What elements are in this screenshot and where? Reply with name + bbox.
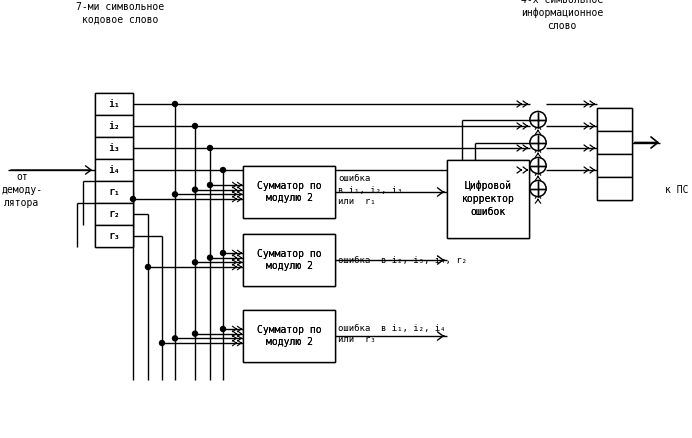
- Circle shape: [192, 331, 197, 336]
- Bar: [597, 154, 632, 177]
- Text: r₃: r₃: [108, 231, 120, 241]
- Text: Сумматор по
модулю 2: Сумматор по модулю 2: [257, 180, 321, 203]
- Text: i₃: i₃: [108, 143, 120, 153]
- Bar: [95, 93, 133, 115]
- Bar: [95, 137, 133, 159]
- Bar: [597, 154, 632, 177]
- Text: i₄: i₄: [108, 165, 120, 175]
- Circle shape: [208, 145, 212, 151]
- Circle shape: [530, 112, 546, 127]
- Text: r₃: r₃: [108, 231, 120, 241]
- Text: Сумматор по
модулю 2: Сумматор по модулю 2: [257, 249, 321, 272]
- Text: i₁: i₁: [108, 99, 120, 109]
- Circle shape: [172, 192, 178, 197]
- Text: Сумматор по
модулю 2: Сумматор по модулю 2: [257, 180, 321, 203]
- Text: ошибка  в i₂, i₃, i₄, r₂: ошибка в i₂, i₃, i₄, r₂: [338, 255, 467, 265]
- Text: r₁: r₁: [108, 187, 120, 197]
- Text: 4-х символьное
информационное
слово: 4-х символьное информационное слово: [521, 0, 603, 31]
- Bar: [95, 225, 133, 247]
- Text: i₂: i₂: [108, 121, 120, 131]
- Text: i₂: i₂: [108, 121, 120, 131]
- Circle shape: [172, 102, 178, 106]
- Bar: [447, 160, 529, 238]
- Bar: [95, 181, 133, 203]
- Text: Цифровой
корректор
ошибок: Цифровой корректор ошибок: [462, 181, 514, 217]
- Circle shape: [192, 124, 197, 128]
- Text: Сумматор по
модулю 2: Сумматор по модулю 2: [257, 325, 321, 347]
- Circle shape: [530, 158, 546, 173]
- Bar: [243, 234, 335, 286]
- Bar: [243, 166, 335, 218]
- Bar: [95, 181, 133, 203]
- Bar: [447, 160, 529, 238]
- Text: Сумматор по
модулю 2: Сумматор по модулю 2: [257, 249, 321, 272]
- Bar: [243, 310, 335, 362]
- Circle shape: [221, 326, 226, 332]
- Bar: [95, 225, 133, 247]
- Text: 7-ми символьное
кодовое слово: 7-ми символьное кодовое слово: [76, 2, 164, 25]
- Text: r₁: r₁: [108, 187, 120, 197]
- Circle shape: [172, 336, 178, 341]
- Bar: [95, 137, 133, 159]
- Bar: [597, 131, 632, 154]
- Circle shape: [208, 183, 212, 187]
- Circle shape: [221, 167, 226, 173]
- Bar: [95, 203, 133, 225]
- Bar: [95, 159, 133, 181]
- Bar: [243, 310, 335, 362]
- Text: r₂: r₂: [108, 209, 120, 219]
- Circle shape: [221, 251, 226, 255]
- Text: ошибка  в i₁, i₂, i₄
или  r₃: ошибка в i₁, i₂, i₄ или r₃: [338, 324, 446, 344]
- Circle shape: [530, 134, 546, 151]
- Bar: [597, 108, 632, 131]
- Text: Сумматор по
модулю 2: Сумматор по модулю 2: [257, 325, 321, 347]
- Text: i₄: i₄: [108, 165, 120, 175]
- Bar: [95, 115, 133, 137]
- Circle shape: [131, 197, 136, 201]
- Circle shape: [192, 260, 197, 265]
- Text: i₁: i₁: [108, 99, 120, 109]
- Circle shape: [145, 265, 150, 269]
- Bar: [597, 108, 632, 131]
- Bar: [597, 177, 632, 200]
- Circle shape: [208, 255, 212, 260]
- Bar: [597, 177, 632, 200]
- Text: i₃: i₃: [108, 143, 120, 153]
- Bar: [243, 166, 335, 218]
- Circle shape: [530, 158, 546, 173]
- Bar: [95, 203, 133, 225]
- Circle shape: [530, 180, 546, 197]
- Text: от
демоду-
лятора: от демоду- лятора: [1, 172, 43, 208]
- Bar: [243, 234, 335, 286]
- Bar: [597, 131, 632, 154]
- Bar: [95, 93, 133, 115]
- Text: к ПС: к ПС: [665, 185, 689, 195]
- Text: r₂: r₂: [108, 209, 120, 219]
- Circle shape: [530, 134, 546, 151]
- Circle shape: [192, 187, 197, 192]
- Circle shape: [530, 180, 546, 197]
- Text: ошибка
в i₁, i₂, i₃
или  r₁: ошибка в i₁, i₂, i₃ или r₁: [338, 174, 403, 206]
- Bar: [95, 159, 133, 181]
- Bar: [95, 115, 133, 137]
- Circle shape: [159, 340, 165, 346]
- Text: Цифровой
корректор
ошибок: Цифровой корректор ошибок: [462, 181, 514, 217]
- Circle shape: [530, 112, 546, 127]
